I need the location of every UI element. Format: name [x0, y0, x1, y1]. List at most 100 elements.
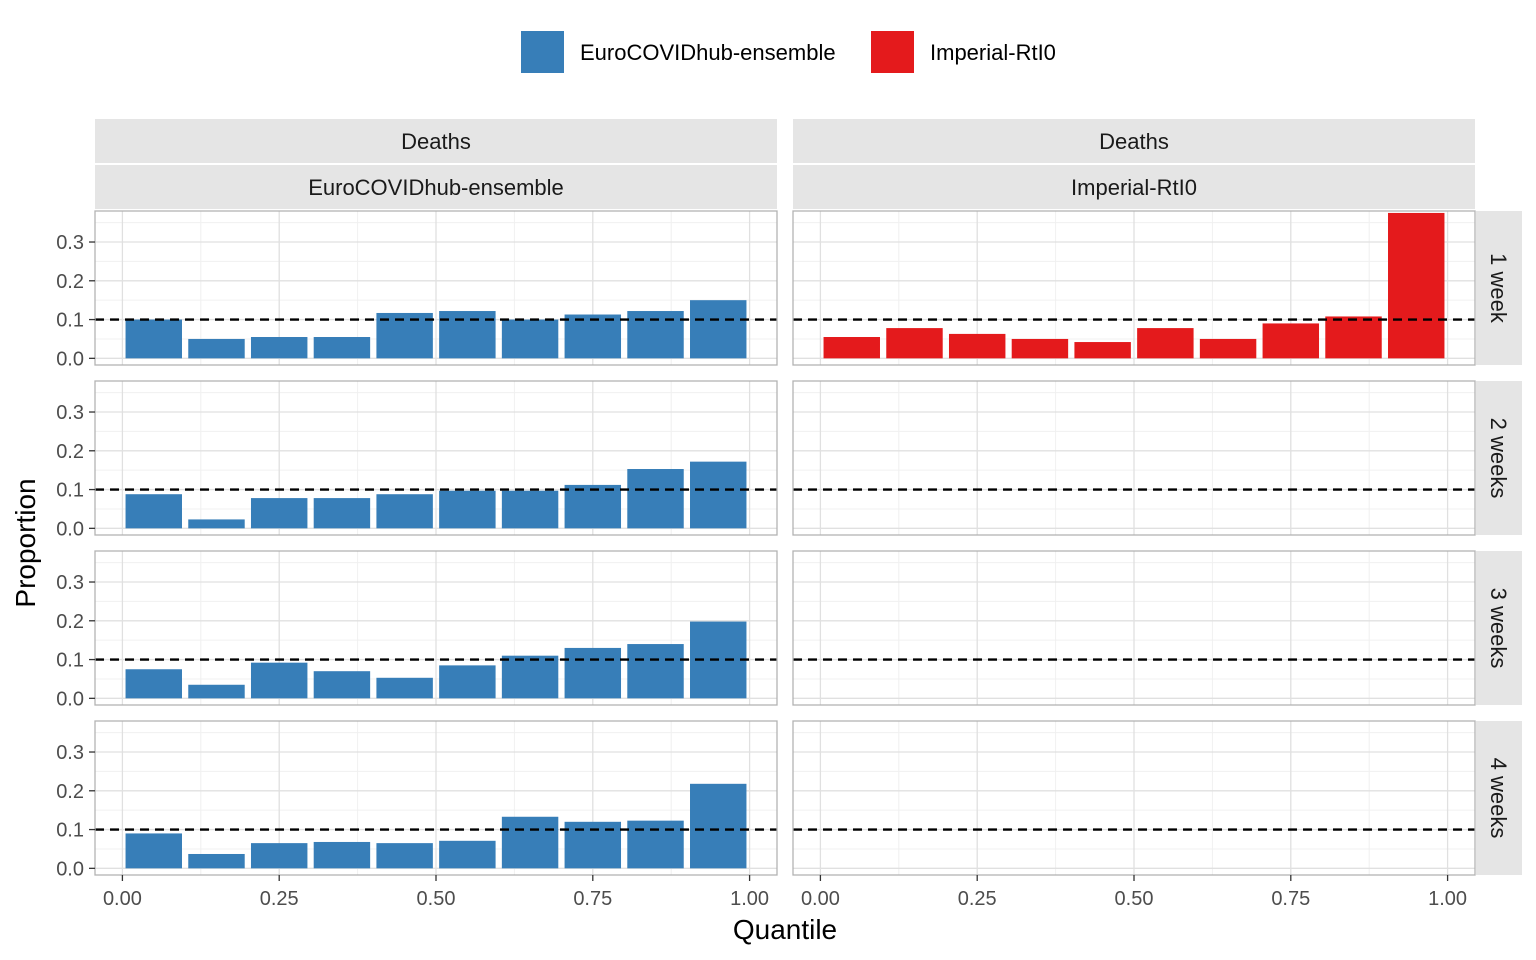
strip-horizon-label-2: 3 weeks: [1486, 588, 1511, 669]
bar-r3-c0-2: [250, 843, 308, 869]
legend-key-0: [521, 31, 564, 73]
y-tick-label-r2-2: 0.2: [56, 611, 84, 633]
bar-r3-c0-8: [627, 820, 684, 869]
strip-model-bg-1: [793, 165, 1475, 209]
x-tick-label-c1-2: 0.50: [1115, 888, 1154, 910]
bar-r3-c0-0: [125, 833, 182, 869]
bar-r1-c0-0: [125, 494, 182, 529]
x-tick-label-c1-4: 1.00: [1428, 888, 1467, 910]
strip-horizon-label-0: 1 week: [1486, 253, 1511, 324]
bar-r1-c0-8: [627, 469, 684, 529]
strip-horizon-label-1: 2 weeks: [1486, 418, 1511, 499]
legend-label-1: Imperial-RtI0: [930, 40, 1056, 65]
bar-r0-c1-1: [886, 328, 943, 359]
y-tick-label-r1-3: 0.3: [56, 402, 84, 424]
bar-r0-c1-0: [823, 337, 880, 359]
bar-r2-c0-2: [250, 662, 308, 699]
bar-r3-c0-6: [501, 816, 559, 869]
strip-model-label-0: EuroCOVIDhub-ensemble: [308, 175, 564, 200]
bar-r3-c0-1: [188, 853, 245, 869]
bar-r0-c0-3: [313, 337, 371, 359]
bar-r0-c1-8: [1325, 316, 1382, 359]
y-axis-title: Proportion: [10, 478, 41, 607]
x-tick-label-c1-0: 0.00: [801, 888, 840, 910]
strip-horizon-bg-1: [1476, 381, 1522, 535]
bar-r1-c0-2: [250, 498, 308, 529]
bar-r1-c0-1: [188, 519, 245, 529]
bar-r1-c0-5: [439, 490, 496, 529]
bar-r0-c0-8: [627, 311, 684, 359]
y-tick-label-r3-0: 0.0: [56, 858, 84, 880]
bar-r1-c0-3: [313, 498, 371, 529]
x-tick-label-c1-3: 0.75: [1271, 888, 1310, 910]
y-tick-label-r0-0: 0.0: [56, 348, 84, 370]
bar-r2-c0-4: [376, 677, 433, 699]
strip-horizon-bg-0: [1476, 211, 1522, 365]
bar-r1-c0-9: [690, 461, 747, 529]
x-tick-label-c0-1: 0.25: [260, 888, 299, 910]
panel-border-r2-c1: [792, 550, 1476, 706]
y-tick-label-r3-2: 0.2: [56, 781, 84, 803]
strip-target-label-0: Deaths: [401, 129, 471, 154]
strip-model-label-1: Imperial-RtI0: [1071, 175, 1197, 200]
x-tick-label-c1-1: 0.25: [958, 888, 997, 910]
bar-r2-c0-3: [313, 671, 371, 699]
y-tick-label-r1-0: 0.0: [56, 518, 84, 540]
bar-r0-c0-2: [250, 337, 308, 359]
x-tick-label-c0-2: 0.50: [417, 888, 456, 910]
panel-border-r1-c0: [94, 380, 778, 536]
bar-r3-c0-9: [690, 783, 747, 869]
bar-r3-c0-5: [439, 840, 496, 869]
bar-r0-c0-6: [501, 319, 559, 359]
y-tick-label-r3-3: 0.3: [56, 742, 84, 764]
bar-r2-c0-0: [125, 669, 182, 699]
strip-horizon-bg-2: [1476, 551, 1522, 705]
y-tick-label-r1-1: 0.1: [56, 480, 84, 502]
y-tick-label-r2-3: 0.3: [56, 572, 84, 594]
bar-r0-c0-1: [188, 338, 245, 359]
panel-border-r0-c0: [94, 210, 778, 366]
strip-target-label-1: Deaths: [1099, 129, 1169, 154]
strip-horizon-bg-3: [1476, 721, 1522, 875]
x-tick-label-c0-3: 0.75: [573, 888, 612, 910]
strip-horizon-label-3: 4 weeks: [1486, 758, 1511, 839]
strip-target-bg-0: [95, 119, 777, 163]
panel-border-r1-c1: [792, 380, 1476, 536]
bar-r3-c0-4: [376, 843, 433, 869]
y-tick-label-r2-1: 0.1: [56, 650, 84, 672]
bar-r2-c0-6: [501, 655, 559, 699]
bar-r0-c1-6: [1199, 338, 1257, 359]
bar-r0-c1-7: [1262, 323, 1320, 359]
y-tick-label-r0-3: 0.3: [56, 232, 84, 254]
bar-r0-c1-2: [948, 333, 1006, 359]
panel-border-r2-c0: [94, 550, 778, 706]
bar-r3-c0-3: [313, 841, 371, 869]
bar-r2-c0-5: [439, 665, 496, 699]
bar-r2-c0-1: [188, 684, 245, 699]
bar-r1-c0-7: [564, 484, 622, 529]
bar-r0-c1-4: [1074, 342, 1131, 359]
bar-r1-c0-4: [376, 494, 433, 529]
x-axis-title: Quantile: [733, 914, 837, 945]
y-tick-label-r1-2: 0.2: [56, 441, 84, 463]
bar-r0-c0-0: [125, 319, 182, 359]
bar-r0-c1-9: [1388, 212, 1445, 359]
bar-r0-c1-5: [1137, 328, 1194, 359]
bar-r0-c0-7: [564, 314, 622, 359]
bar-r0-c0-9: [690, 300, 747, 359]
strip-target-bg-1: [793, 119, 1475, 163]
bar-r2-c0-7: [564, 647, 622, 699]
legend-label-0: EuroCOVIDhub-ensemble: [580, 40, 836, 65]
x-tick-label-c0-0: 0.00: [103, 888, 142, 910]
y-tick-label-r0-1: 0.1: [56, 310, 84, 332]
legend-key-1: [871, 31, 914, 73]
bar-r0-c1-3: [1011, 338, 1069, 359]
strip-model-bg-0: [95, 165, 777, 209]
bar-r1-c0-6: [501, 490, 559, 529]
y-tick-label-r0-2: 0.2: [56, 271, 84, 293]
bar-r2-c0-8: [627, 644, 684, 699]
panel-border-r0-c1: [792, 210, 1476, 366]
y-tick-label-r3-1: 0.1: [56, 820, 84, 842]
